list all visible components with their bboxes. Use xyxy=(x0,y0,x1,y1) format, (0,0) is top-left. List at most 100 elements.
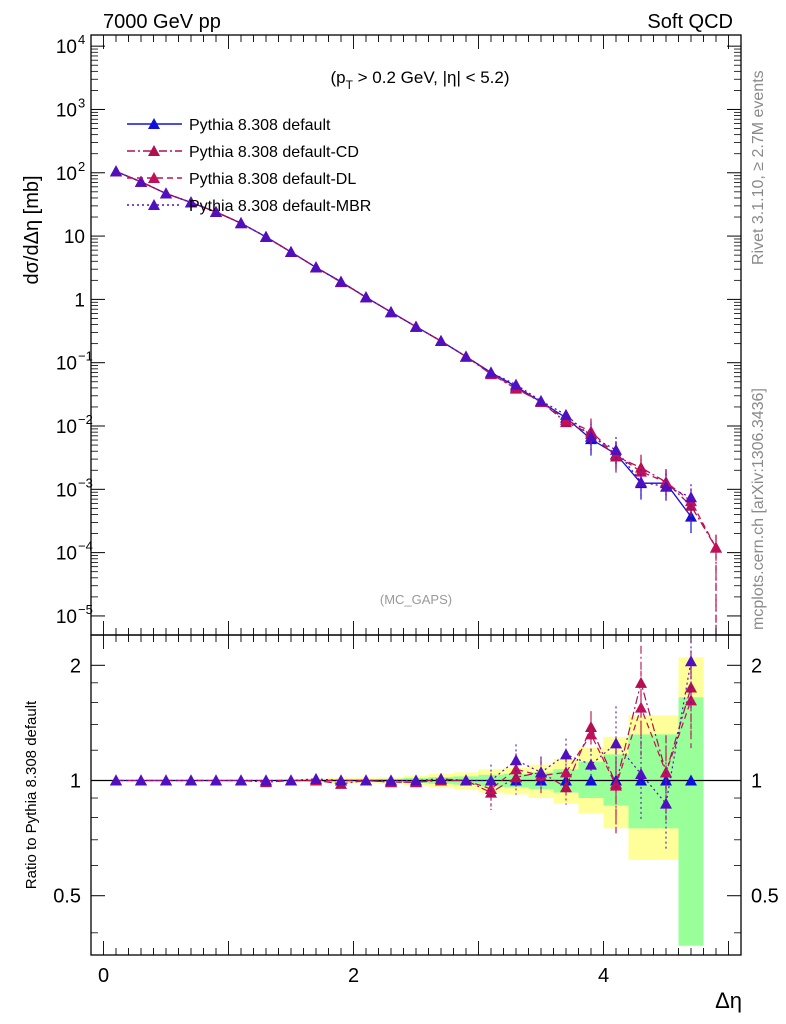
main-y-tick-exponent: −2 xyxy=(78,412,93,427)
ratio-data-point xyxy=(435,772,447,784)
main-data-point xyxy=(510,378,522,390)
x-tick-label: 2 xyxy=(348,965,359,987)
ratio-data-point xyxy=(260,774,272,786)
ratio-data-point xyxy=(335,774,347,786)
ratio-data-point xyxy=(485,783,497,795)
main-series-line xyxy=(115,170,717,548)
ratio-default-point xyxy=(685,774,697,786)
main-y-tick-label: 10 xyxy=(64,227,85,248)
ratio-data-point xyxy=(285,774,297,786)
main-data-point xyxy=(410,320,422,332)
ratio-data-point xyxy=(485,774,497,786)
ratio-data-point xyxy=(385,774,397,786)
main-data-point xyxy=(685,491,697,503)
ratio-data-point xyxy=(235,774,247,786)
main-series-line xyxy=(115,170,717,548)
ratio-data-point xyxy=(585,720,597,732)
main-data-point xyxy=(235,217,247,229)
main-data-point xyxy=(310,261,322,273)
main-y-tick-label: 10 xyxy=(56,544,77,565)
main-y-tick-exponent: 2 xyxy=(78,159,85,174)
main-series-line xyxy=(115,170,692,518)
ratio-data-point xyxy=(585,728,597,740)
ratio-y-tick-label: 0.5 xyxy=(53,886,81,908)
ratio-data-point xyxy=(635,767,647,779)
main-series-line xyxy=(115,170,692,498)
main-data-point xyxy=(385,306,397,318)
main-data-point xyxy=(560,408,572,420)
ratio-y-tick-label: 1 xyxy=(70,771,81,793)
main-y-tick-label: 10 xyxy=(56,607,77,628)
main-data-point xyxy=(460,350,472,362)
cut-annotation: (pT > 0.2 GeV, |η| < 5.2) xyxy=(330,68,509,92)
legend-marker xyxy=(148,145,160,156)
main-y-tick-exponent: 3 xyxy=(78,95,85,110)
analysis-watermark: (MC_GAPS) xyxy=(380,592,452,607)
ratio-y-tick-label-right: 0.5 xyxy=(751,886,779,908)
main-y-tick-label: 10 xyxy=(56,37,77,58)
main-data-point xyxy=(110,165,122,177)
ratio-data-point xyxy=(635,701,647,713)
mcplots-text: mcplots.cern.ch [arXiv:1306.3436] xyxy=(750,388,767,630)
ratio-data-point xyxy=(660,797,672,809)
legend-label: Pythia 8.308 default-CD xyxy=(189,144,359,161)
rivet-version-text: Rivet 3.1.10, ≥ 2.7M events xyxy=(750,70,767,265)
ratio-data-point xyxy=(110,774,122,786)
x-axis-label: Δη xyxy=(715,988,742,1013)
x-tick-label: 4 xyxy=(598,965,609,987)
main-data-point xyxy=(535,394,547,406)
ratio-data-point xyxy=(610,779,622,791)
main-data-point xyxy=(285,246,297,258)
main-data-point xyxy=(435,335,447,347)
main-y-tick-label: 1 xyxy=(74,290,85,311)
main-y-tick-exponent: −1 xyxy=(78,349,93,364)
main-data-point xyxy=(185,196,197,208)
main-data-point xyxy=(135,175,147,187)
main-data-point xyxy=(485,366,497,378)
main-y-tick-exponent: −3 xyxy=(78,475,93,490)
main-y-tick-label: 10 xyxy=(56,354,77,375)
ratio-data-point xyxy=(585,758,597,770)
legend-marker xyxy=(148,118,160,129)
ratio-data-point xyxy=(410,774,422,786)
main-data-point xyxy=(585,430,597,442)
header-left: 7000 GeV pp xyxy=(103,11,221,33)
main-data-point xyxy=(710,541,722,553)
main-y-tick-label: 10 xyxy=(56,480,77,501)
main-y-tick-label: 10 xyxy=(56,100,77,121)
ratio-data-point xyxy=(185,774,197,786)
ratio-data-point xyxy=(560,766,572,778)
ratio-data-point xyxy=(135,774,147,786)
main-data-point xyxy=(635,476,647,488)
main-data-point xyxy=(360,291,372,303)
main-y-tick-label: 10 xyxy=(56,164,77,185)
main-data-point xyxy=(210,206,222,218)
legend-marker xyxy=(148,199,160,210)
main-data-point xyxy=(160,187,172,199)
ratio-data-point xyxy=(685,694,697,706)
legend-label: Pythia 8.308 default xyxy=(189,117,331,134)
legend-marker xyxy=(148,172,160,183)
ratio-data-point xyxy=(310,772,322,784)
main-y-tick-exponent: −4 xyxy=(78,539,93,554)
legend-label: Pythia 8.308 default-DL xyxy=(189,171,356,188)
ratio-data-point xyxy=(160,774,172,786)
main-y-tick-label: 10 xyxy=(56,417,77,438)
ratio-data-point xyxy=(510,763,522,775)
ratio-data-point xyxy=(685,655,697,667)
x-tick-label: 0 xyxy=(98,965,109,987)
ratio-data-point xyxy=(535,766,547,778)
main-data-point xyxy=(335,275,347,287)
ratio-y-tick-label-right: 1 xyxy=(751,771,762,793)
main-data-point xyxy=(260,230,272,242)
main-y-tick-exponent: −5 xyxy=(78,602,93,617)
ratio-default-point xyxy=(635,774,647,786)
ratio-data-point xyxy=(360,774,372,786)
ratio-y-tick-label-right: 2 xyxy=(751,655,762,677)
ratio-series-line xyxy=(116,680,692,794)
legend: Pythia 8.308 default Pythia 8.308 default… xyxy=(127,117,371,215)
main-y-tick-exponent: 4 xyxy=(78,32,85,47)
ratio-data-point xyxy=(210,774,222,786)
ratio-data-point xyxy=(560,748,572,760)
